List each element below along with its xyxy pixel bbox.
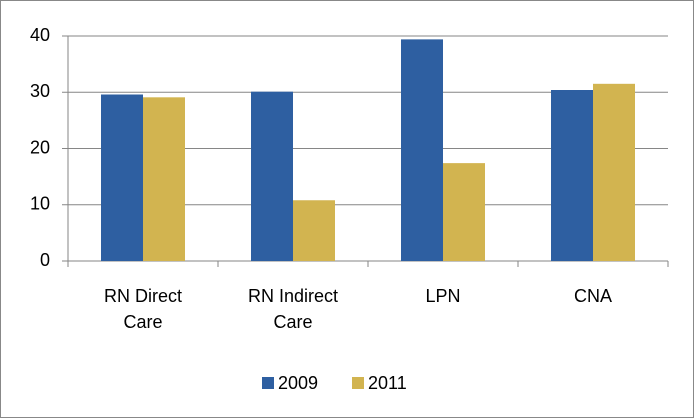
x-tick-label: LPN [425,286,461,306]
x-tick-label: CNA [573,286,612,306]
bar [443,163,485,261]
bar [143,97,185,261]
bar [551,90,593,261]
bar [401,39,443,261]
legend-label: 2011 [368,373,407,393]
y-tick-label: 40 [30,25,50,45]
y-tick-label: 30 [30,81,50,101]
bar [101,94,143,261]
y-tick-label: 10 [30,194,50,214]
bar [293,200,335,261]
y-tick-label: 20 [30,137,50,157]
y-tick-label: 0 [40,250,50,270]
bar [251,91,293,261]
bar [593,83,635,261]
legend-swatch [352,377,364,389]
legend-label: 2009 [278,373,318,393]
legend-swatch [262,377,274,389]
x-tick-label: RN Indirect Care [247,286,339,332]
x-tick-label: RN Direct Care [103,286,182,332]
